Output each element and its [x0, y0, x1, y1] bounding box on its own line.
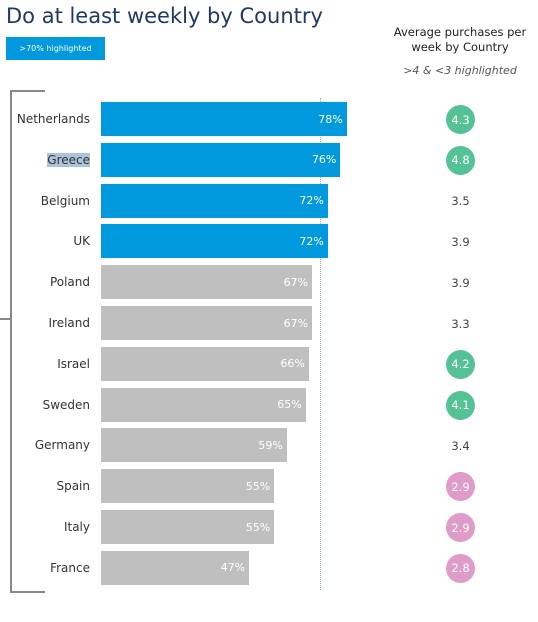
- bar: 65%: [101, 387, 306, 422]
- bar-row: UK 72% 3.9: [0, 224, 538, 259]
- bar: 55%: [101, 510, 275, 544]
- bar-value-label: 67%: [283, 275, 309, 289]
- highlight-legend-badge: >70% highlighted: [6, 37, 105, 60]
- bar: 76%: [101, 142, 341, 177]
- bar-row: Poland 67% 3.9: [0, 265, 538, 300]
- bar-row: Ireland 67% 3.3: [0, 306, 538, 340]
- bar: 72%: [101, 224, 328, 259]
- country-label-text: Belgium: [40, 193, 90, 208]
- bar-value-label: 72%: [299, 234, 324, 248]
- avg-purchase-value: 3.3: [451, 316, 470, 331]
- bar-value-label: 76%: [311, 153, 337, 167]
- bar-value-label: 72%: [299, 194, 324, 208]
- bar: 66%: [101, 346, 309, 381]
- bar-row: France 47% 2.8: [0, 550, 538, 585]
- avg-purchases-title: Average purchases per week by Country: [393, 25, 527, 54]
- avg-purchases-subtitle: >4 & <3 highlighted: [403, 64, 517, 77]
- bar-value-label: 67%: [283, 316, 309, 330]
- chart-title: Do at least weekly by Country: [6, 4, 323, 28]
- bar-value-label: 78%: [318, 112, 343, 126]
- bar-row: Greece 76% 4.8: [0, 142, 538, 177]
- country-label-text: Greece: [47, 152, 90, 167]
- bar-row: Netherlands 78% 4.3: [0, 102, 538, 136]
- bar: 67%: [101, 265, 313, 300]
- country-label: Ireland: [0, 306, 90, 340]
- group-bracket-tick: [0, 318, 11, 320]
- bar-value-label: 55%: [245, 479, 271, 493]
- bar-value-label: 47%: [220, 561, 246, 575]
- country-label-text: Netherlands: [16, 112, 90, 126]
- bar-value-label: 66%: [280, 357, 305, 371]
- avg-purchase-value: 4.8: [446, 145, 475, 175]
- country-label-text: Israel: [57, 356, 90, 371]
- country-label: Sweden: [0, 388, 90, 422]
- bar: 47%: [101, 550, 250, 585]
- country-label: Poland: [0, 265, 90, 299]
- country-label-text: Germany: [34, 438, 90, 453]
- avg-purchase-value: 4.3: [446, 105, 475, 134]
- avg-purchase-value: 3.5: [451, 194, 470, 209]
- country-label: Israel: [0, 347, 90, 381]
- bar-value-label: 55%: [245, 520, 271, 534]
- avg-purchase-value: 3.9: [451, 275, 470, 290]
- country-label: Germany: [0, 428, 90, 462]
- avg-purchase-value: 3.9: [451, 234, 470, 249]
- bar: 59%: [101, 428, 287, 463]
- country-label-text: Ireland: [48, 316, 90, 330]
- country-label: UK: [0, 224, 90, 258]
- bar-value-label: 59%: [258, 438, 283, 452]
- country-label-text: Spain: [56, 479, 90, 494]
- avg-purchase-value: 4.2: [446, 349, 475, 379]
- bar: 78%: [101, 102, 347, 136]
- bar: 55%: [101, 469, 275, 504]
- country-label-text: France: [50, 560, 90, 575]
- bar-value-label: 65%: [277, 398, 302, 412]
- avg-purchase-value: 2.9: [446, 472, 475, 502]
- avg-purchase-value: 3.4: [451, 438, 470, 453]
- bar: 72%: [101, 183, 328, 218]
- country-label: Netherlands: [0, 102, 90, 136]
- country-label-text: UK: [73, 234, 90, 249]
- country-label-text: Sweden: [42, 397, 90, 412]
- country-label: Italy: [0, 510, 90, 544]
- group-bracket: [10, 90, 45, 593]
- bar-row: Belgium 72% 3.5: [0, 183, 538, 218]
- avg-purchase-value: 4.1: [446, 390, 475, 420]
- bar-row: Israel 66% 4.2: [0, 346, 538, 381]
- bar-row: Spain 55% 2.9: [0, 469, 538, 504]
- country-label: Spain: [0, 469, 90, 503]
- country-label: Greece: [0, 143, 90, 177]
- avg-purchase-value: 2.9: [446, 513, 475, 542]
- country-label-text: Italy: [63, 520, 90, 534]
- avg-purchase-value: 2.8: [446, 553, 475, 583]
- bar-row: Germany 59% 3.4: [0, 428, 538, 463]
- country-label-text: Poland: [49, 275, 90, 290]
- reference-line-70pct: [320, 98, 321, 590]
- country-label: Belgium: [0, 184, 90, 218]
- bar-row: Italy 55% 2.9: [0, 510, 538, 544]
- country-label: France: [0, 551, 90, 585]
- bar-row: Sweden 65% 4.1: [0, 387, 538, 422]
- bar: 67%: [101, 306, 313, 340]
